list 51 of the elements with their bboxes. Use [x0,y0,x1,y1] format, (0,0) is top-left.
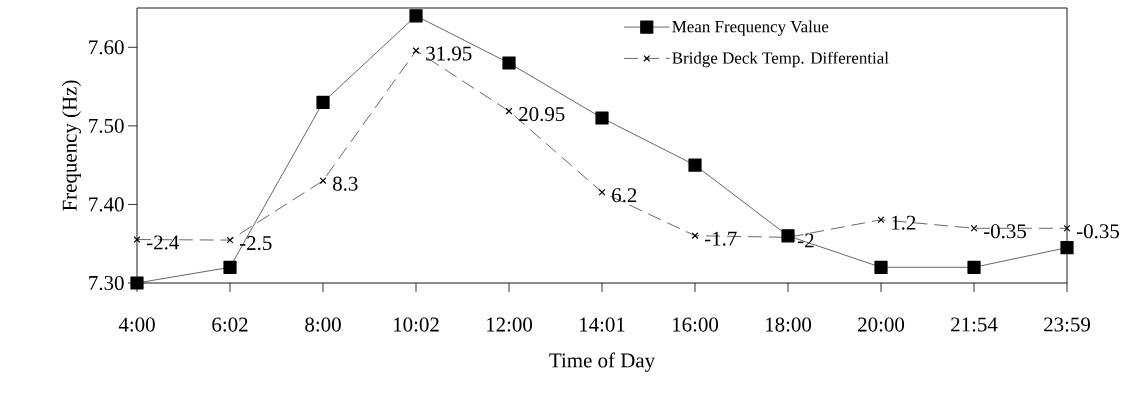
data-label: -1.7 [704,231,737,246]
x-axis-title: Time of Day [549,352,655,372]
x-tick-label: 21:54 [951,317,998,332]
point [970,224,978,232]
point [409,9,423,23]
data-label: -0.35 [984,224,1026,239]
legend-label: Bridge Deck Temp. Differential [672,51,889,68]
point [226,236,234,244]
y-tick-label: 7.60 [89,40,124,55]
x-tick-label: 18:00 [766,317,812,332]
point [133,236,141,243]
x-tick-label: 6:02 [212,317,248,332]
data-label: -2.4 [146,235,179,250]
point [967,260,981,274]
x-tick-label: 12:00 [487,317,533,332]
data-label: -0.35 [1077,224,1119,239]
point [877,216,885,224]
point [502,56,516,70]
data-label: 6.2 [612,188,637,203]
x-tick-label: 23:59 [1044,317,1090,332]
legend-label: Mean Frequency Value [672,20,829,36]
y-tick-label: 7.50 [89,118,124,133]
point [130,276,144,290]
x-tick-label: 4:00 [118,317,155,332]
point [595,111,609,125]
data-label: 8.3 [333,176,358,191]
x-tick-label: 14:01 [580,317,625,332]
point [316,95,330,109]
point [505,107,513,115]
point [598,188,606,196]
point [691,232,699,240]
point [781,229,795,243]
y-axis-title: Frequency (Hz) [62,80,82,211]
data-label: -2 [797,233,814,248]
x-tick-label: 16:00 [673,317,719,332]
x-tick-label: 20:00 [858,317,905,332]
data-label: 1.2 [892,215,916,230]
point [688,158,702,172]
data-label: 31.95 [426,46,472,61]
point [1063,224,1071,232]
x-tick-label: 8:00 [305,317,341,332]
point [1060,241,1074,255]
point [874,260,888,274]
point [319,177,327,185]
point [412,47,420,55]
data-label: -2.5 [239,236,272,251]
y-tick-label: 7.40 [89,197,124,212]
x-tick-label: 10:02 [394,317,439,332]
y-tick-label: 7.30 [89,275,124,291]
data-label: 20.95 [519,107,565,122]
point [223,260,237,274]
